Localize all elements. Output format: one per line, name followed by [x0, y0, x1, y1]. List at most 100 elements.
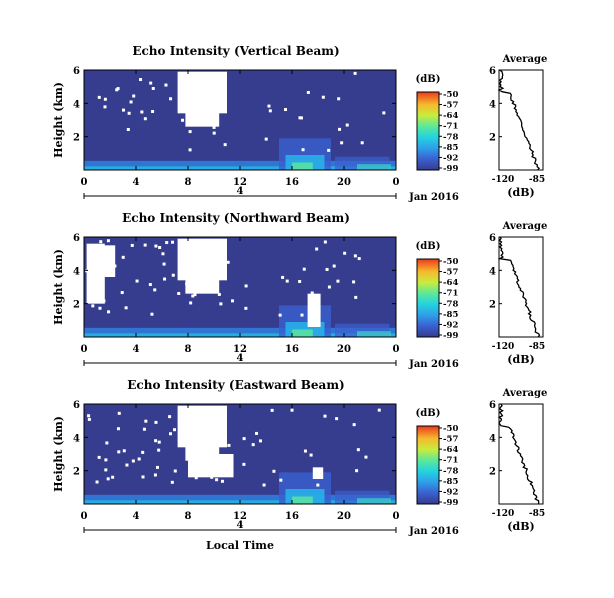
- missing-data-speck: [105, 441, 109, 445]
- missing-data-speck: [382, 111, 386, 115]
- missing-data-speck: [143, 117, 147, 121]
- missing-data-speck: [131, 459, 135, 463]
- missing-data-speck: [194, 476, 198, 480]
- missing-data-speck: [360, 141, 364, 145]
- missing-data-speck: [259, 439, 263, 443]
- missing-data-speck: [244, 306, 248, 310]
- missing-data-speck: [284, 108, 288, 112]
- x-tick-label: 4: [133, 511, 140, 522]
- colorbar-tick-label: -85: [443, 143, 458, 153]
- missing-data-speck: [222, 424, 226, 428]
- missing-data-speck: [185, 451, 189, 455]
- missing-data-speck: [121, 255, 125, 259]
- missing-data-speck: [377, 408, 381, 412]
- avg-x-tick-label: -85: [529, 342, 545, 352]
- missing-data-speck: [153, 288, 157, 292]
- colorbar-tick-label: -78: [443, 132, 458, 142]
- missing-data-speck: [189, 289, 193, 293]
- missing-data-speck: [353, 71, 357, 75]
- missing-data-speck: [316, 483, 320, 487]
- missing-data-speck: [298, 279, 302, 283]
- avg-y-tick-label: 4: [489, 99, 496, 110]
- missing-data-speck: [335, 417, 339, 421]
- avg-y-tick-label: 6: [489, 233, 496, 244]
- y-axis-label: Height (km): [52, 416, 65, 492]
- average-profile-line: [497, 69, 541, 171]
- missing-data-block: [102, 245, 116, 277]
- date-label: Jan 2016: [408, 192, 459, 203]
- missing-data-speck: [204, 282, 208, 286]
- missing-data-block: [177, 405, 227, 448]
- missing-data-speck: [264, 137, 268, 141]
- missing-data-speck: [327, 148, 331, 152]
- heatmap-field: [84, 404, 396, 504]
- avg-x-label: (dB): [507, 353, 534, 366]
- avg-y-tick-label: 6: [489, 66, 496, 77]
- day-marker: 4: [237, 520, 244, 531]
- missing-data-speck: [337, 97, 341, 101]
- missing-data-speck: [109, 246, 113, 250]
- missing-data-speck: [332, 264, 336, 268]
- missing-data-speck: [242, 462, 246, 466]
- colorbar-tick-label: -57: [443, 268, 458, 278]
- missing-data-speck: [154, 439, 158, 443]
- missing-data-speck: [141, 475, 145, 479]
- x-tick-label: 20: [337, 344, 351, 355]
- x-tick-label: 0: [393, 177, 400, 188]
- y-axis-label: Height (km): [52, 249, 65, 325]
- missing-data-speck: [227, 443, 231, 447]
- missing-data-speck: [157, 440, 161, 444]
- missing-data-speck: [173, 428, 177, 432]
- missing-data-speck: [285, 279, 289, 283]
- x-tick-label: 0: [393, 344, 400, 355]
- missing-data-block: [86, 243, 105, 304]
- missing-data-speck: [106, 239, 110, 243]
- missing-data-speck: [103, 97, 107, 101]
- colorbar-tick-label: -78: [443, 466, 458, 476]
- x-tick-label: 20: [337, 511, 351, 522]
- missing-data-speck: [144, 419, 148, 423]
- colorbar-tick-label: -71: [443, 122, 458, 132]
- missing-data-block: [312, 467, 324, 479]
- missing-data-speck: [103, 105, 107, 109]
- missing-data-speck: [173, 469, 177, 473]
- missing-data-speck: [179, 272, 183, 276]
- missing-data-speck: [162, 262, 166, 266]
- missing-data-speck: [188, 148, 192, 152]
- x-tick-label: 0: [393, 511, 400, 522]
- heatmap-field: [84, 70, 396, 170]
- echo-band: [357, 498, 391, 504]
- avg-y-tick-label: 6: [489, 400, 496, 411]
- x-tick-label: 16: [285, 344, 299, 355]
- missing-data-speck: [357, 257, 361, 261]
- y-tick-label: 2: [73, 133, 80, 144]
- missing-data-speck: [219, 302, 223, 306]
- missing-data-speck: [321, 95, 325, 99]
- echo-band: [292, 329, 313, 337]
- missing-data-speck: [97, 95, 101, 99]
- panel-title: Echo Intensity (Vertical Beam): [132, 44, 339, 58]
- missing-data-speck: [212, 131, 216, 135]
- missing-data-speck: [124, 306, 128, 310]
- missing-data-speck: [151, 86, 155, 90]
- missing-data-speck: [194, 431, 198, 435]
- missing-data-speck: [163, 277, 167, 281]
- colorbar-tick-label: -92: [443, 320, 458, 330]
- missing-data-speck: [279, 478, 283, 482]
- missing-data-speck: [216, 94, 220, 98]
- colorbar-unit: (dB): [416, 408, 441, 419]
- missing-data-speck: [122, 108, 126, 112]
- missing-data-speck: [278, 313, 282, 317]
- missing-data-speck: [186, 97, 190, 101]
- missing-data-speck: [336, 279, 340, 283]
- missing-data-speck: [122, 449, 126, 453]
- day-marker: 4: [237, 186, 244, 197]
- missing-data-speck: [182, 78, 186, 82]
- avg-y-tick-label: 2: [489, 467, 496, 478]
- missing-data-speck: [106, 477, 110, 481]
- echo-band: [84, 494, 396, 504]
- colorbar-tick-label: -71: [443, 456, 458, 466]
- echo-band: [292, 162, 313, 170]
- missing-data-speck: [117, 411, 121, 415]
- missing-data-speck: [153, 473, 157, 477]
